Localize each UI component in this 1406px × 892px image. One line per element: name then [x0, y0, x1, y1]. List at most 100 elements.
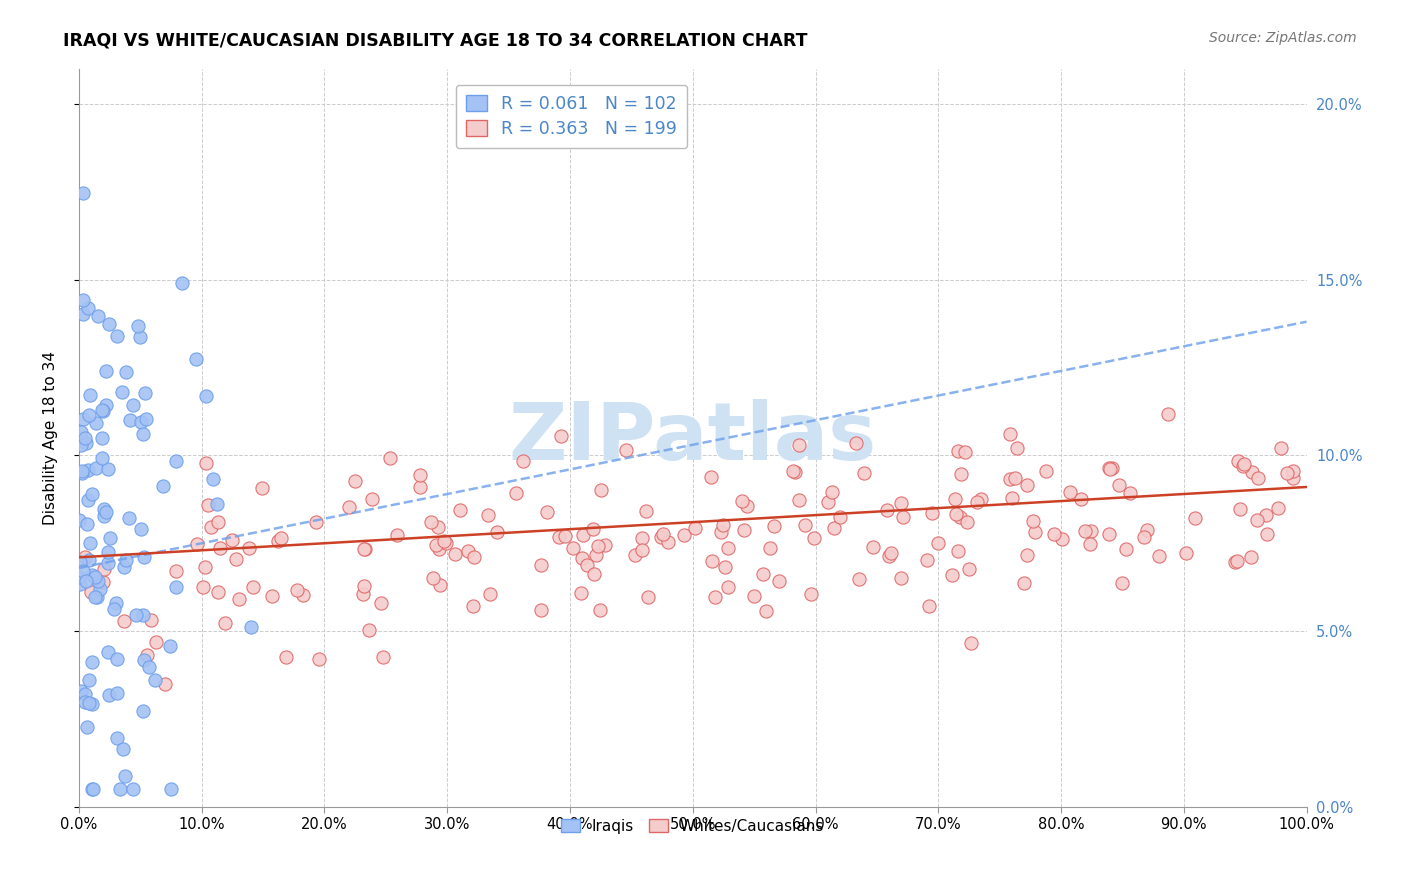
Point: [700, 470, 723, 484]
Point: [75, 436, 97, 450]
Point: [434, 536, 457, 550]
Point: [463, 550, 485, 565]
Point: [132, 652, 155, 666]
Point: [91, 402, 114, 417]
Point: [700, 554, 723, 568]
Point: [1073, 524, 1095, 538]
Point: [754, 604, 776, 618]
Point: [1024, 524, 1046, 539]
Point: [160, 782, 183, 797]
Point: [80, 487, 103, 501]
Point: [118, 511, 141, 525]
Point: [87, 309, 110, 323]
Point: [614, 443, 637, 458]
Point: [122, 398, 145, 412]
Text: Source: ZipAtlas.com: Source: ZipAtlas.com: [1209, 31, 1357, 45]
Point: [1017, 549, 1039, 563]
Point: [787, 493, 810, 508]
Point: [561, 541, 583, 555]
Point: [69, 555, 91, 569]
Point: [880, 546, 903, 560]
Point: [941, 568, 963, 582]
Point: [197, 498, 219, 512]
Point: [1223, 555, 1246, 569]
Point: [1184, 510, 1206, 524]
Point: [463, 599, 485, 613]
Point: [554, 529, 576, 543]
Point: [1078, 536, 1101, 550]
Point: [79, 536, 101, 550]
Point: [589, 483, 612, 497]
Point: [94, 505, 117, 519]
Point: [478, 587, 501, 601]
Point: [205, 497, 228, 511]
Point: [72, 293, 94, 308]
Point: [170, 277, 193, 291]
Point: [768, 574, 790, 588]
Point: [890, 571, 912, 585]
Point: [704, 590, 727, 604]
Point: [221, 533, 243, 547]
Y-axis label: Disability Age 18 to 34: Disability Age 18 to 34: [44, 351, 58, 524]
Point: [530, 558, 553, 573]
Point: [225, 552, 247, 566]
Point: [378, 451, 401, 466]
Point: [152, 479, 174, 493]
Point: [763, 519, 786, 533]
Point: [308, 652, 330, 666]
Point: [1174, 546, 1197, 560]
Point: [1043, 527, 1066, 541]
Point: [107, 651, 129, 665]
Point: [751, 566, 773, 581]
Point: [921, 506, 943, 520]
Point: [1282, 471, 1305, 485]
Point: [145, 635, 167, 649]
Point: [651, 527, 673, 541]
Point: [72, 307, 94, 321]
Point: [409, 468, 432, 483]
Point: [77, 553, 100, 567]
Point: [77, 409, 100, 423]
Point: [1157, 407, 1180, 421]
Point: [115, 553, 138, 567]
Point: [165, 454, 187, 468]
Point: [112, 559, 135, 574]
Point: [87, 574, 110, 589]
Point: [1232, 458, 1254, 473]
Point: [208, 541, 231, 555]
Point: [1275, 466, 1298, 480]
Point: [575, 558, 598, 572]
Point: [449, 503, 471, 517]
Point: [862, 541, 884, 555]
Point: [370, 596, 392, 610]
Point: [845, 436, 868, 450]
Point: [673, 528, 696, 542]
Point: [1267, 501, 1289, 516]
Point: [1282, 464, 1305, 478]
Point: [131, 607, 153, 622]
Point: [134, 386, 156, 401]
Point: [72, 565, 94, 579]
Point: [787, 438, 810, 452]
Point: [86, 460, 108, 475]
Point: [105, 328, 128, 343]
Point: [76, 720, 98, 734]
Point: [337, 500, 360, 514]
Point: [97, 462, 120, 476]
Point: [93, 509, 115, 524]
Point: [86, 590, 108, 604]
Point: [75, 431, 97, 445]
Point: [138, 660, 160, 674]
Point: [75, 574, 97, 588]
Point: [915, 553, 938, 567]
Point: [97, 545, 120, 559]
Point: [165, 565, 187, 579]
Point: [159, 639, 181, 653]
Point: [292, 588, 315, 602]
Point: [650, 530, 672, 544]
Point: [1005, 441, 1028, 455]
Point: [70, 464, 93, 478]
Point: [91, 575, 114, 590]
Point: [1098, 461, 1121, 475]
Point: [927, 535, 949, 549]
